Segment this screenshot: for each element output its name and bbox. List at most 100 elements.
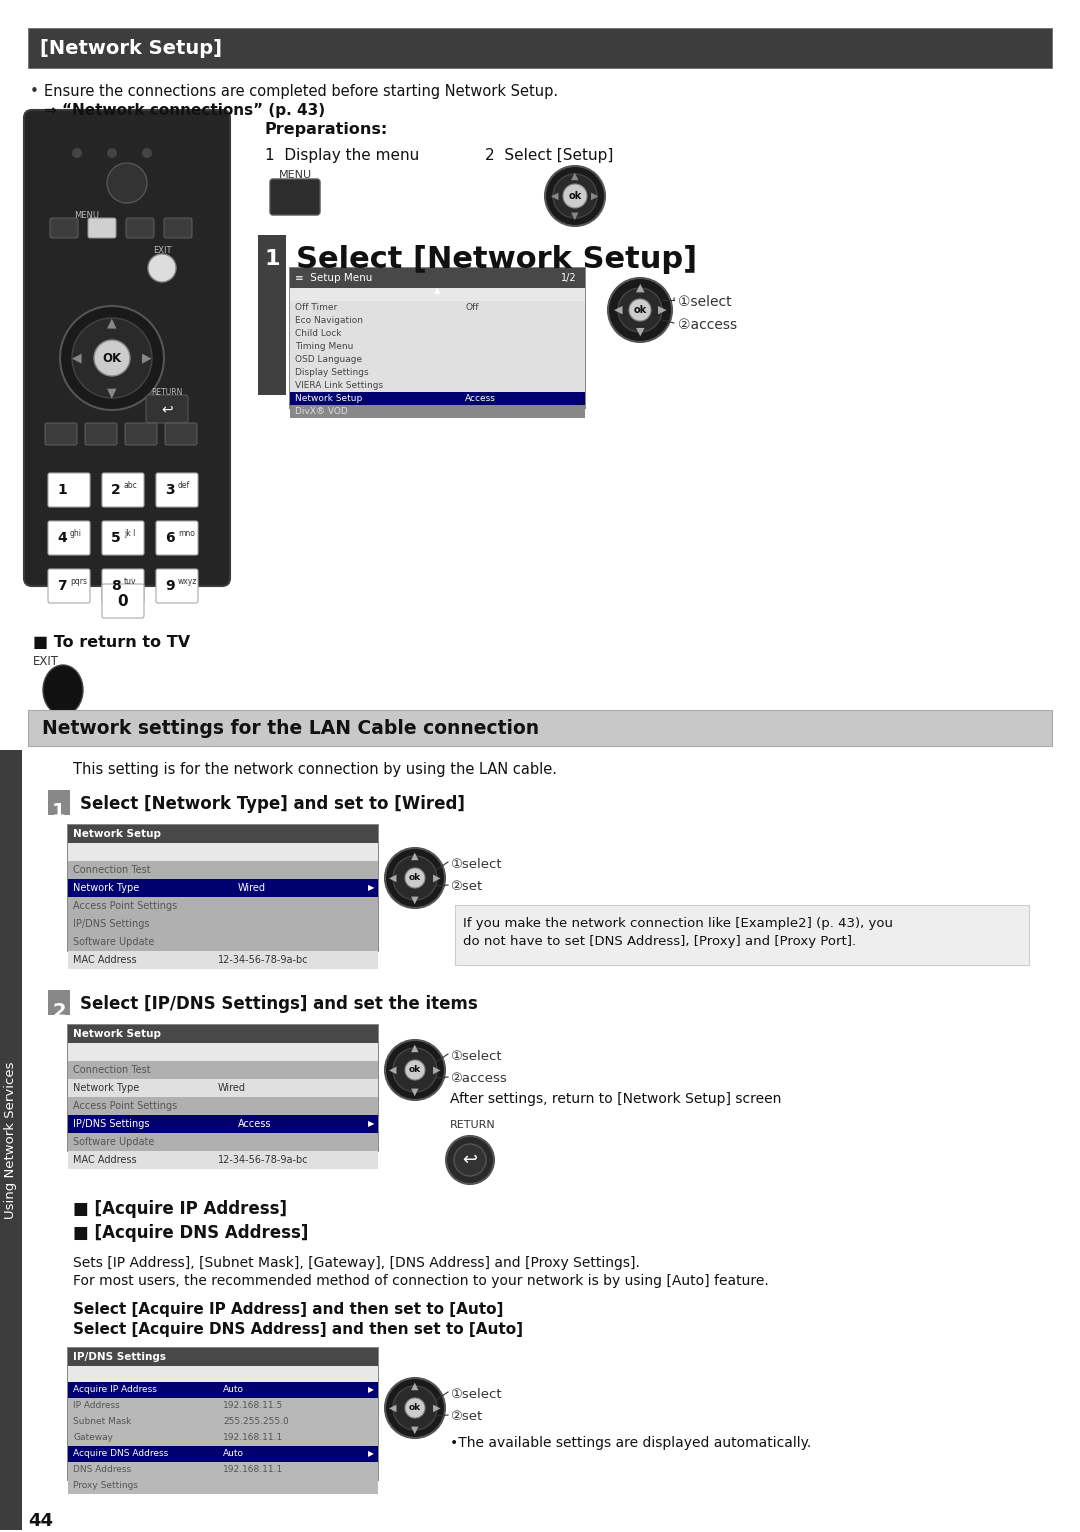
Bar — [68, 1151, 378, 1169]
Text: If you make the network connection like [Example2] (p. 43), you: If you make the network connection like … — [463, 918, 893, 930]
Text: ▲: ▲ — [411, 850, 419, 861]
Text: ok: ok — [568, 192, 582, 201]
Text: MENU: MENU — [279, 170, 311, 179]
Bar — [68, 1025, 378, 1043]
Circle shape — [405, 1060, 426, 1080]
Text: tuv: tuv — [124, 578, 136, 587]
FancyBboxPatch shape — [48, 473, 90, 507]
Text: jk l: jk l — [124, 530, 135, 539]
Text: Access Point Settings: Access Point Settings — [73, 901, 177, 912]
Text: MENU: MENU — [75, 211, 99, 221]
Text: 12-34-56-78-9a-bc: 12-34-56-78-9a-bc — [218, 954, 309, 965]
Text: IP/DNS Settings: IP/DNS Settings — [73, 1118, 149, 1129]
Circle shape — [393, 1386, 437, 1429]
Text: ▶: ▶ — [143, 351, 152, 365]
Bar — [68, 898, 378, 915]
Bar — [68, 933, 378, 951]
Text: Select [Network Type] and set to [Wired]: Select [Network Type] and set to [Wired] — [80, 795, 464, 813]
Text: mno: mno — [178, 530, 194, 539]
Text: 192.168.11.1: 192.168.11.1 — [222, 1466, 283, 1474]
Text: Access: Access — [238, 1118, 271, 1129]
Text: Proxy Settings: Proxy Settings — [73, 1481, 138, 1491]
Text: Software Update: Software Update — [73, 938, 154, 947]
Text: Connection Test: Connection Test — [73, 866, 150, 875]
Bar — [289, 267, 586, 409]
Circle shape — [618, 288, 662, 332]
Text: This setting is for the network connection by using the LAN cable.: This setting is for the network connecti… — [73, 761, 557, 777]
Text: ②access: ②access — [450, 1072, 507, 1085]
Text: Off: Off — [465, 303, 478, 313]
Circle shape — [60, 306, 164, 411]
Text: IP/DNS Settings: IP/DNS Settings — [73, 1353, 166, 1362]
Bar — [67, 1023, 379, 1152]
Text: OK: OK — [103, 351, 122, 365]
Text: Network Setup: Network Setup — [73, 829, 161, 840]
FancyBboxPatch shape — [126, 218, 154, 237]
FancyBboxPatch shape — [102, 521, 144, 555]
Bar — [68, 1062, 378, 1079]
Text: [Network Setup]: [Network Setup] — [40, 38, 222, 58]
Bar — [291, 366, 585, 378]
Text: ◀: ◀ — [72, 351, 82, 365]
Text: 6: 6 — [165, 532, 175, 545]
Text: EXIT: EXIT — [152, 247, 172, 254]
Circle shape — [384, 1377, 445, 1439]
Bar — [48, 791, 70, 815]
Bar — [291, 314, 585, 326]
Bar — [68, 915, 378, 933]
Bar — [258, 234, 286, 395]
Text: ◀: ◀ — [389, 873, 396, 882]
Text: 1: 1 — [52, 801, 66, 821]
Bar — [68, 1478, 378, 1494]
Bar — [68, 1134, 378, 1151]
Text: ≡  Setup Menu: ≡ Setup Menu — [295, 273, 373, 283]
Text: ①select: ①select — [678, 296, 731, 309]
Text: 1: 1 — [265, 250, 280, 270]
Text: Wired: Wired — [238, 882, 266, 893]
Text: After settings, return to [Network Setup] screen: After settings, return to [Network Setup… — [450, 1092, 781, 1106]
Bar — [68, 1462, 378, 1478]
Text: Child Lock: Child Lock — [295, 329, 341, 339]
Text: Connection Test: Connection Test — [73, 1065, 150, 1075]
Bar — [291, 378, 585, 392]
Circle shape — [405, 869, 426, 889]
Text: 2: 2 — [52, 1002, 66, 1020]
Text: 0: 0 — [118, 593, 129, 608]
Text: OSD Language: OSD Language — [295, 355, 362, 365]
Text: 12-34-56-78-9a-bc: 12-34-56-78-9a-bc — [218, 1155, 309, 1164]
Text: Access Point Settings: Access Point Settings — [73, 1102, 177, 1111]
Text: ▶: ▶ — [433, 1403, 441, 1413]
Circle shape — [405, 1399, 426, 1419]
Bar — [68, 1025, 378, 1151]
Text: ▲: ▲ — [411, 1043, 419, 1052]
Text: ▲: ▲ — [107, 317, 117, 329]
Text: 1  Display the menu: 1 Display the menu — [265, 149, 419, 162]
FancyBboxPatch shape — [102, 584, 144, 617]
Text: ▶: ▶ — [368, 1449, 374, 1458]
Text: 2  Select [Setup]: 2 Select [Setup] — [485, 149, 613, 162]
FancyBboxPatch shape — [125, 423, 157, 444]
Text: Auto: Auto — [222, 1449, 244, 1458]
Text: def: def — [178, 481, 190, 490]
Text: RETURN: RETURN — [151, 388, 183, 397]
FancyBboxPatch shape — [270, 179, 320, 214]
Text: ok: ok — [409, 1403, 421, 1413]
Text: Ensure the connections are completed before starting Network Setup.: Ensure the connections are completed bef… — [44, 84, 558, 100]
Circle shape — [107, 149, 117, 158]
Text: 7: 7 — [57, 579, 67, 593]
Circle shape — [384, 1040, 445, 1100]
Text: ②set: ②set — [450, 879, 483, 893]
FancyBboxPatch shape — [48, 568, 90, 604]
Text: Preparations:: Preparations: — [265, 123, 388, 136]
Bar — [68, 861, 378, 879]
Bar — [68, 1348, 378, 1480]
Text: VIERA Link Settings: VIERA Link Settings — [295, 381, 383, 391]
Text: ①select: ①select — [450, 1049, 501, 1063]
Bar — [455, 905, 1029, 965]
Text: 2: 2 — [111, 483, 121, 496]
Text: Acquire IP Address: Acquire IP Address — [73, 1385, 157, 1394]
Text: 9: 9 — [165, 579, 175, 593]
Text: wxyz: wxyz — [178, 578, 198, 587]
Bar — [291, 268, 585, 288]
Text: •The available settings are displayed automatically.: •The available settings are displayed au… — [450, 1435, 811, 1449]
